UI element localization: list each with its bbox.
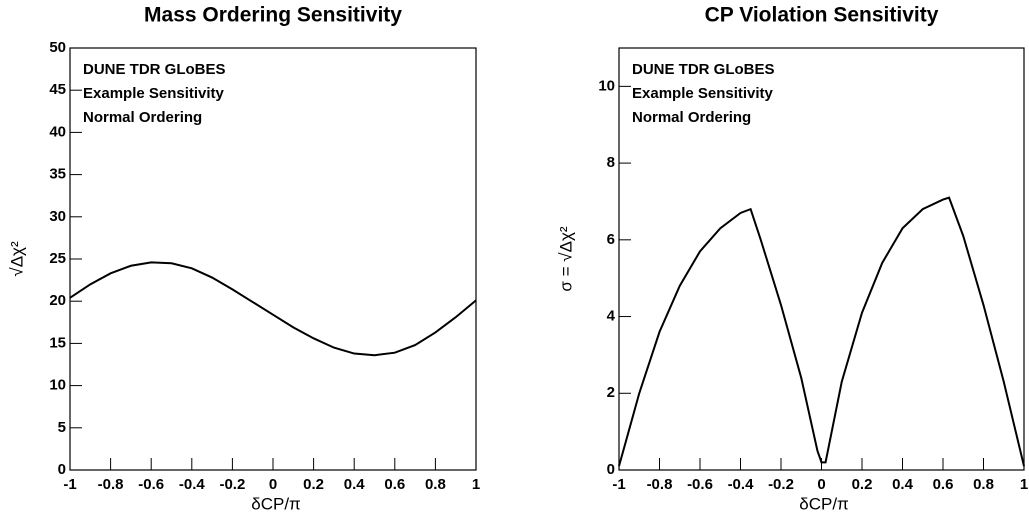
y-tick-label: 25 [49,250,66,267]
y-tick-label: 35 [49,166,66,183]
y-tick-label: 0 [58,461,66,478]
x-tick-label: -0.6 [138,476,164,493]
y-tick-label: 10 [598,77,615,94]
y-tick-label: 20 [49,292,66,309]
y-tick-label: 15 [49,334,66,351]
annotation: Normal Ordering [632,109,751,126]
x-axis-label: δCP/π [799,494,849,513]
x-tick-label: -1 [612,476,625,493]
y-tick-label: 30 [49,208,66,225]
y-axis-label: σ = √Δχ² [556,226,575,291]
y-tick-label: 50 [49,39,66,56]
x-tick-label: 0 [269,476,277,493]
x-tick-label: -0.6 [687,476,713,493]
x-axis-label: δCP/π [251,494,301,513]
line [618,196,1025,467]
annotation: Normal Ordering [83,109,202,126]
annotation: Example Sensitivity [83,85,225,102]
x-tick-label: -0.2 [768,476,794,493]
x-tick-label: 0.4 [892,476,914,493]
x-tick-label: 0.4 [344,476,366,493]
x-tick-label: 1 [472,476,480,493]
x-tick-label: 0.6 [933,476,954,493]
y-tick-label: 10 [49,377,66,394]
annotation: DUNE TDR GLoBES [83,61,226,78]
chart-title: Mass Ordering Sensitivity [144,4,402,27]
y-tick-label: 4 [607,308,616,325]
x-tick-label: 0.2 [303,476,324,493]
y-axis-label: √Δχ² [7,241,26,277]
x-tick-label: -1 [63,476,76,493]
x-tick-label: -0.4 [728,476,755,493]
x-tick-label: -0.8 [98,476,124,493]
y-tick-label: 2 [607,384,615,401]
x-tick-label: 0.8 [973,476,994,493]
y-tick-label: 6 [607,231,615,248]
x-tick-label: -0.8 [647,476,673,493]
line [69,261,477,357]
x-tick-label: -0.4 [179,476,206,493]
x-tick-label: 0.8 [425,476,446,493]
y-tick-label: 8 [607,154,615,171]
chart-title: CP Violation Sensitivity [705,4,939,27]
x-tick-label: -0.2 [219,476,245,493]
x-tick-label: 1 [1020,476,1028,493]
x-tick-label: 0.6 [384,476,405,493]
y-tick-label: 0 [607,461,615,478]
y-tick-label: 5 [58,419,66,436]
x-tick-label: 0 [817,476,825,493]
y-tick-label: 45 [49,81,66,98]
annotation: DUNE TDR GLoBES [632,61,775,78]
annotation: Example Sensitivity [632,85,774,102]
x-tick-label: 0.2 [852,476,873,493]
y-tick-label: 40 [49,123,66,140]
